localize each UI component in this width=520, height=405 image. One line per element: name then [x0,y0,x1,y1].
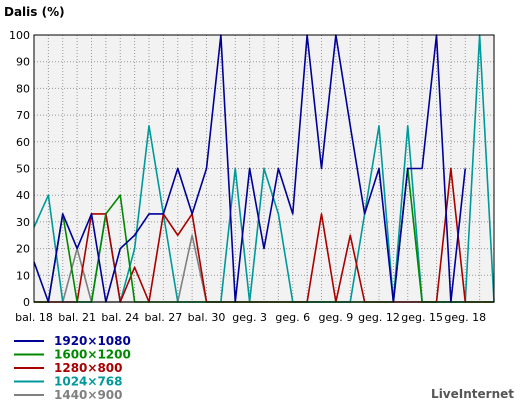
y-tick-label: 30 [16,216,30,229]
y-tick-label: 100 [9,29,30,42]
x-tick-label: bal. 30 [188,311,226,324]
x-tick-label: bal. 27 [144,311,182,324]
y-tick-label: 80 [16,82,30,95]
x-tick-label: geg. 18 [444,311,486,324]
y-tick-label: 70 [16,109,30,122]
y-tick-label: 20 [16,243,30,256]
y-tick-label: 60 [16,136,30,149]
legend-label: 1920×1080 [54,334,131,348]
legend: 1920×10801600×12001280×8001024×7681440×9… [14,334,131,402]
x-tick-label: bal. 21 [58,311,96,324]
x-tick-label: geg. 12 [358,311,400,324]
x-axis-ticks: bal. 18 bal. 21 bal. 24 bal. 27 bal. 30 geg. … [15,311,486,324]
x-tick-label: bal. 24 [101,311,139,324]
y-axis-title: Dalis (%) [4,5,65,19]
x-tick-label: bal. 18 [15,311,53,324]
x-tick-label: geg. 3 [232,311,267,324]
y-tick-label: 90 [16,56,30,69]
legend-label: 1440×900 [54,388,123,402]
y-tick-label: 50 [16,163,30,176]
legend-label: 1280×800 [54,361,123,375]
y-tick-label: 40 [16,189,30,202]
legend-label: 1600×1200 [54,348,131,362]
x-tick-label: geg. 15 [401,311,443,324]
x-tick-label: geg. 9 [319,311,354,324]
x-tick-label: geg. 6 [275,311,310,324]
y-tick-label: 10 [16,269,30,282]
y-axis-ticks: 0 10 20 30 40 50 60 70 80 90 100 [9,29,30,309]
plot-border [33,34,495,303]
credit-text: LiveInternet [431,387,514,401]
y-tick-label: 0 [23,296,30,309]
legend-label: 1024×768 [54,375,123,389]
